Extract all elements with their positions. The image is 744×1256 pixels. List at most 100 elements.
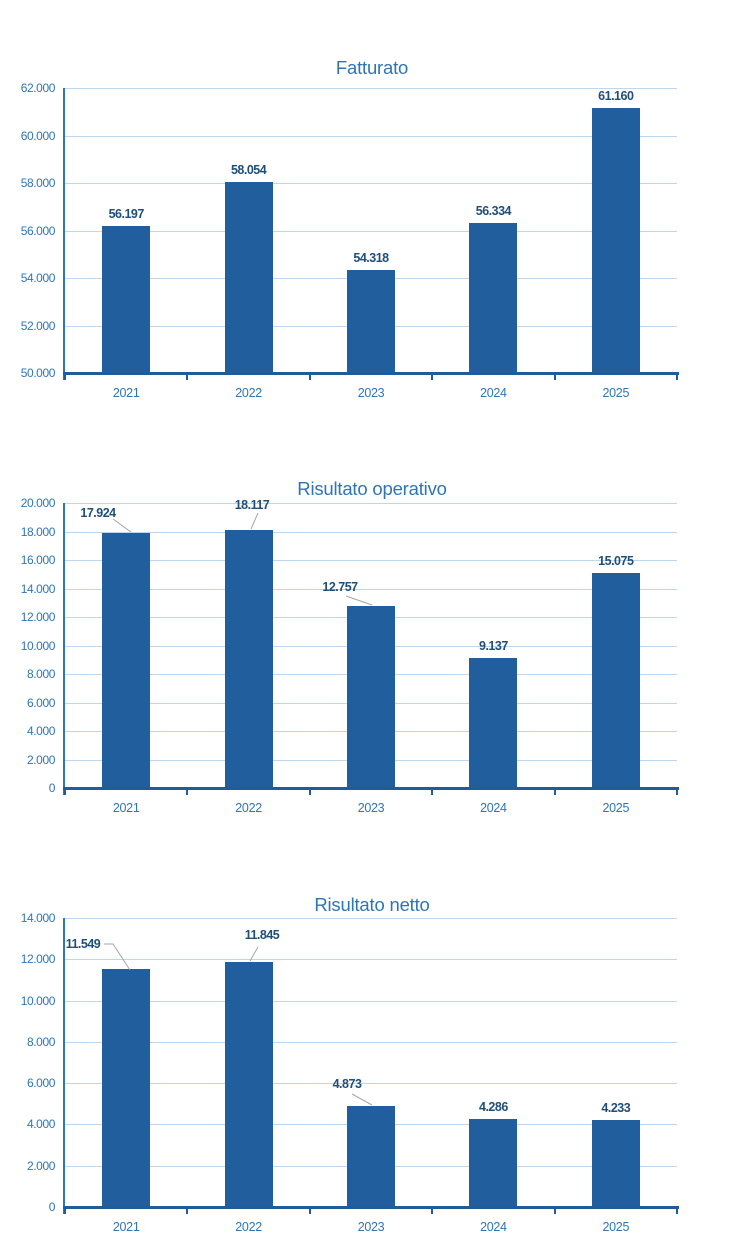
data-label-2025: 4.233 <box>601 1100 631 1115</box>
y-axis-tick-label: 0 <box>48 781 56 795</box>
x-axis-tick <box>186 1206 189 1214</box>
x-axis-category-label: 2022 <box>235 801 262 815</box>
bar-2021 <box>102 532 151 788</box>
y-axis-tick-label: 4.000 <box>26 724 55 738</box>
h-gridline <box>65 560 677 561</box>
h-gridline <box>65 959 677 961</box>
y-axis-tick-label: 6.000 <box>26 1076 55 1091</box>
plot-area: 56.197 58.054 54.318 56.334 61.160 <box>63 88 679 380</box>
x-axis-category-label: 2023 <box>357 801 385 815</box>
bar-2021 <box>102 968 151 1207</box>
y-axis-tick-label: 8.000 <box>26 667 55 681</box>
bar-2022 <box>224 181 273 373</box>
y-axis-tick-label: 6.000 <box>26 695 55 710</box>
bar-2023 <box>347 606 395 788</box>
chart-title: Risultato operativo <box>297 478 447 500</box>
y-axis-tick-label: 4.000 <box>26 1117 55 1132</box>
x-axis-category-label: 2022 <box>235 1220 262 1234</box>
y-axis-tick-labels: 14.000 12.000 10.000 8.000 6.000 4.000 2.000 0 <box>0 911 56 1214</box>
plot-area: 17.924 18.117 12.757 9.137 15.075 <box>63 498 679 795</box>
x-axis-line <box>63 372 679 375</box>
bar-2023 <box>347 1106 395 1207</box>
y-axis-tick-label: 14.000 <box>20 911 56 925</box>
x-axis-line <box>63 787 679 790</box>
h-gridline <box>65 230 677 232</box>
leader-line <box>351 1093 373 1106</box>
chart-title: Risultato netto <box>314 894 430 916</box>
data-label-2021: 17.924 <box>80 506 116 520</box>
x-axis-tick <box>676 787 678 795</box>
bar-2023 <box>347 270 395 373</box>
data-label-2025: 61.160 <box>598 88 634 103</box>
x-axis-category-label: 2021 <box>112 1220 140 1234</box>
x-axis-tick <box>431 1206 434 1214</box>
x-axis-category-label: 2021 <box>112 386 140 400</box>
x-axis-category-labels: 2021 2022 2023 2024 2025 <box>65 1219 677 1235</box>
data-label-2023: 12.757 <box>322 580 358 594</box>
data-label-2021: 56.197 <box>108 206 145 221</box>
y-axis-tick-label: 14.000 <box>20 581 56 596</box>
x-axis-tick <box>676 1206 678 1214</box>
data-label-2024: 56.334 <box>475 203 512 218</box>
x-axis-tick <box>676 372 678 380</box>
x-axis-category-labels: 2021 2022 2023 2024 2025 <box>65 800 677 816</box>
y-axis-tick-labels: 62.000 60.000 58.000 56.000 54.000 52.000 50.0… <box>0 81 56 380</box>
y-axis-tick-label: 8.000 <box>26 1034 55 1049</box>
y-axis-tick-label: 54.000 <box>20 271 56 285</box>
y-axis-tick-label: 60.000 <box>20 128 56 143</box>
x-axis-tick <box>553 1206 556 1214</box>
data-label-2024: 4.286 <box>479 1099 508 1114</box>
x-axis-category-label: 2025 <box>602 1220 630 1234</box>
x-axis-category-label: 2024 <box>480 1220 507 1234</box>
data-label-2022: 11.845 <box>244 928 280 942</box>
data-label-2025: 15.075 <box>598 554 634 569</box>
leader-line <box>250 512 259 530</box>
x-axis-tick <box>186 372 189 380</box>
h-gridline <box>65 1041 677 1043</box>
y-axis-tick-label: 58.000 <box>20 176 56 190</box>
y-axis-tick-label: 2.000 <box>26 1158 55 1173</box>
y-axis-line <box>63 503 65 795</box>
y-axis-tick-label: 50.000 <box>20 366 56 380</box>
bar-2025 <box>591 1119 640 1207</box>
y-axis-tick-label: 10.000 <box>20 638 56 653</box>
h-gridline <box>65 88 677 89</box>
y-axis-line <box>63 918 65 1214</box>
y-axis-tick-label: 62.000 <box>20 81 56 95</box>
x-axis-tick <box>553 787 556 795</box>
bar-2025 <box>591 573 640 788</box>
bar-2024 <box>469 1118 518 1207</box>
h-gridline <box>65 1000 677 1002</box>
plot-area: 11.549 11.845 4.873 4.286 4.233 <box>63 918 679 1214</box>
x-axis-tick <box>308 1206 311 1214</box>
h-gridline <box>65 1083 677 1085</box>
h-gridline <box>65 183 677 184</box>
x-axis-tick <box>64 372 66 380</box>
y-axis-tick-label: 52.000 <box>20 318 56 333</box>
y-axis-tick-label: 18.000 <box>20 524 56 539</box>
bar-2022 <box>224 529 273 788</box>
y-axis-tick-labels: 20.000 18.000 16.000 14.000 12.000 10.000 8.00… <box>0 496 56 795</box>
y-axis-tick-label: 2.000 <box>26 752 55 767</box>
y-axis-tick-label: 16.000 <box>20 553 56 567</box>
data-label-2023: 54.318 <box>353 251 389 266</box>
y-axis-tick-label: 20.000 <box>20 496 56 510</box>
y-axis-tick-label: 0 <box>48 1200 56 1214</box>
y-axis-line <box>63 88 65 380</box>
x-axis-category-label: 2025 <box>602 801 630 815</box>
h-gridline <box>65 918 677 919</box>
data-label-2021: 11.549 <box>65 937 101 951</box>
x-axis-tick <box>431 372 434 380</box>
h-gridline <box>65 588 677 590</box>
x-axis-category-labels: 2021 2022 2023 2024 2025 <box>65 385 677 401</box>
h-gridline <box>65 503 677 504</box>
h-gridline <box>65 135 677 137</box>
bar-2021 <box>102 225 151 373</box>
y-axis-tick-label: 56.000 <box>20 223 56 238</box>
x-axis-tick <box>64 1206 66 1214</box>
data-label-2024: 9.137 <box>479 638 508 653</box>
data-label-2023: 4.873 <box>332 1077 362 1091</box>
x-axis-category-label: 2024 <box>480 801 507 815</box>
x-axis-tick <box>186 787 189 795</box>
y-axis-tick-label: 12.000 <box>20 952 56 967</box>
